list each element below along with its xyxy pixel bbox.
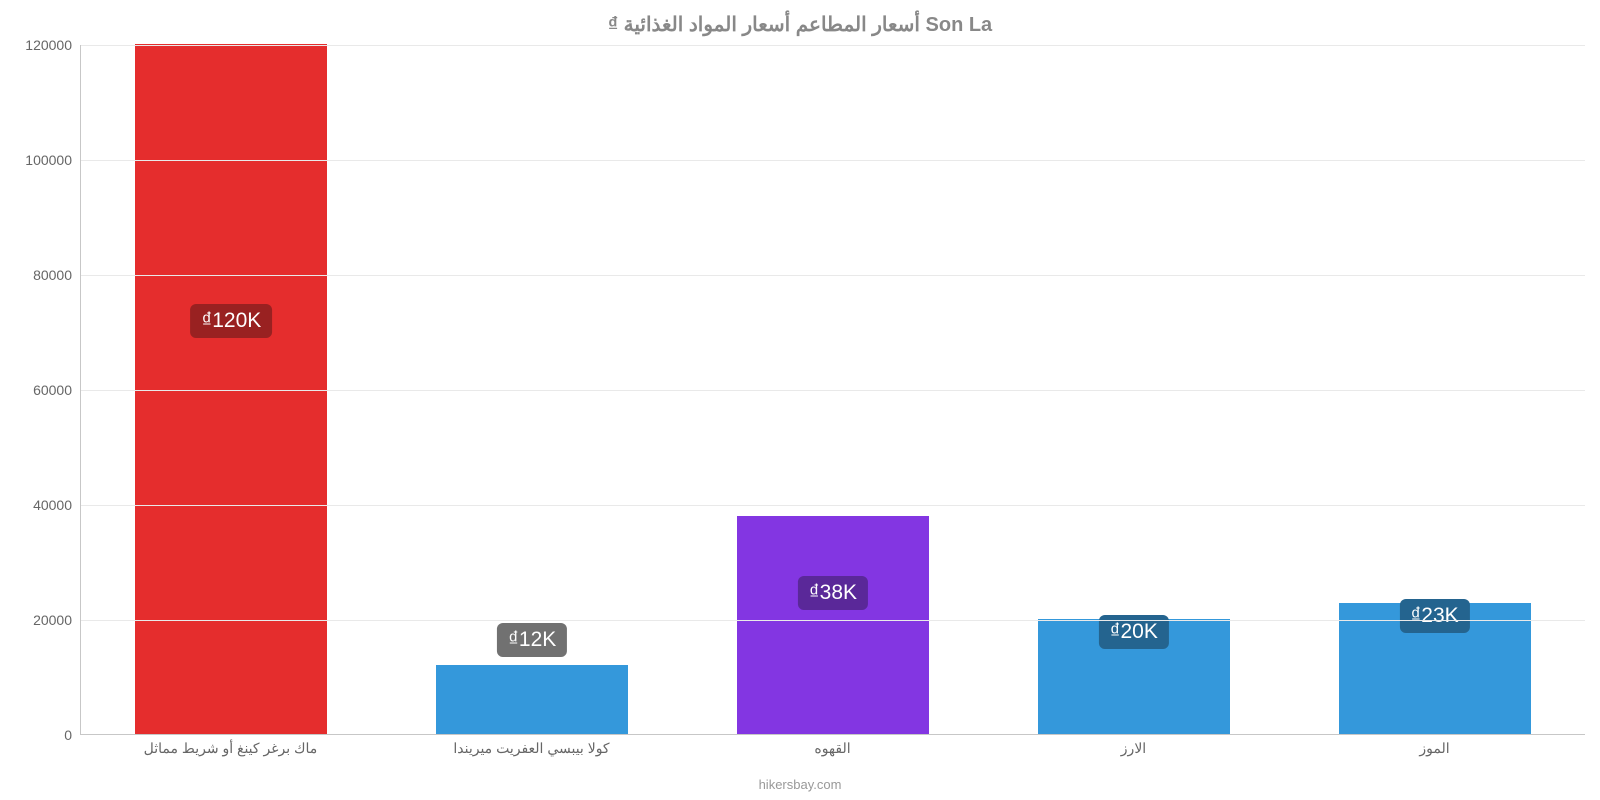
y-tick-label: 40000	[33, 497, 72, 513]
gridline	[81, 45, 1585, 46]
x-tick-label: ماك برغر كينغ أو شريط مماثل	[80, 740, 381, 757]
gridline	[81, 390, 1585, 391]
bar: ₫20K	[1038, 619, 1230, 734]
bar: ₫23K	[1339, 603, 1531, 734]
value-badge: ₫38K	[798, 576, 868, 610]
y-tick-label: 0	[64, 727, 72, 743]
bar: ₫12K	[436, 665, 628, 734]
bar: ₫120K	[135, 44, 327, 734]
attribution-text: hikersbay.com	[0, 777, 1600, 792]
gridline	[81, 160, 1585, 161]
x-tick-label: الموز	[1284, 740, 1585, 757]
value-badge: ₫120K	[190, 304, 272, 338]
x-tick-label: كولا بيبسي العفريت ميريندا	[381, 740, 682, 757]
plot-area: ₫120K ₫12K ₫38K ₫20K ₫23K	[80, 45, 1585, 735]
gridline	[81, 620, 1585, 621]
bar: ₫38K	[737, 516, 929, 735]
y-tick-label: 60000	[33, 382, 72, 398]
y-tick-label: 80000	[33, 267, 72, 283]
value-badge: ₫23K	[1400, 599, 1470, 633]
gridline	[81, 505, 1585, 506]
chart-title: ₫ أسعار المطاعم أسعار المواد الغذائية So…	[0, 12, 1600, 37]
x-tick-label: الارز	[983, 740, 1284, 757]
xticks-row: ماك برغر كينغ أو شريط مماثلكولا بيبسي ال…	[80, 740, 1585, 757]
x-tick-label: القهوه	[682, 740, 983, 757]
value-badge: ₫12K	[497, 623, 567, 657]
gridline	[81, 275, 1585, 276]
y-tick-label: 100000	[25, 152, 72, 168]
y-tick-label: 120000	[25, 37, 72, 53]
y-tick-label: 20000	[33, 612, 72, 628]
